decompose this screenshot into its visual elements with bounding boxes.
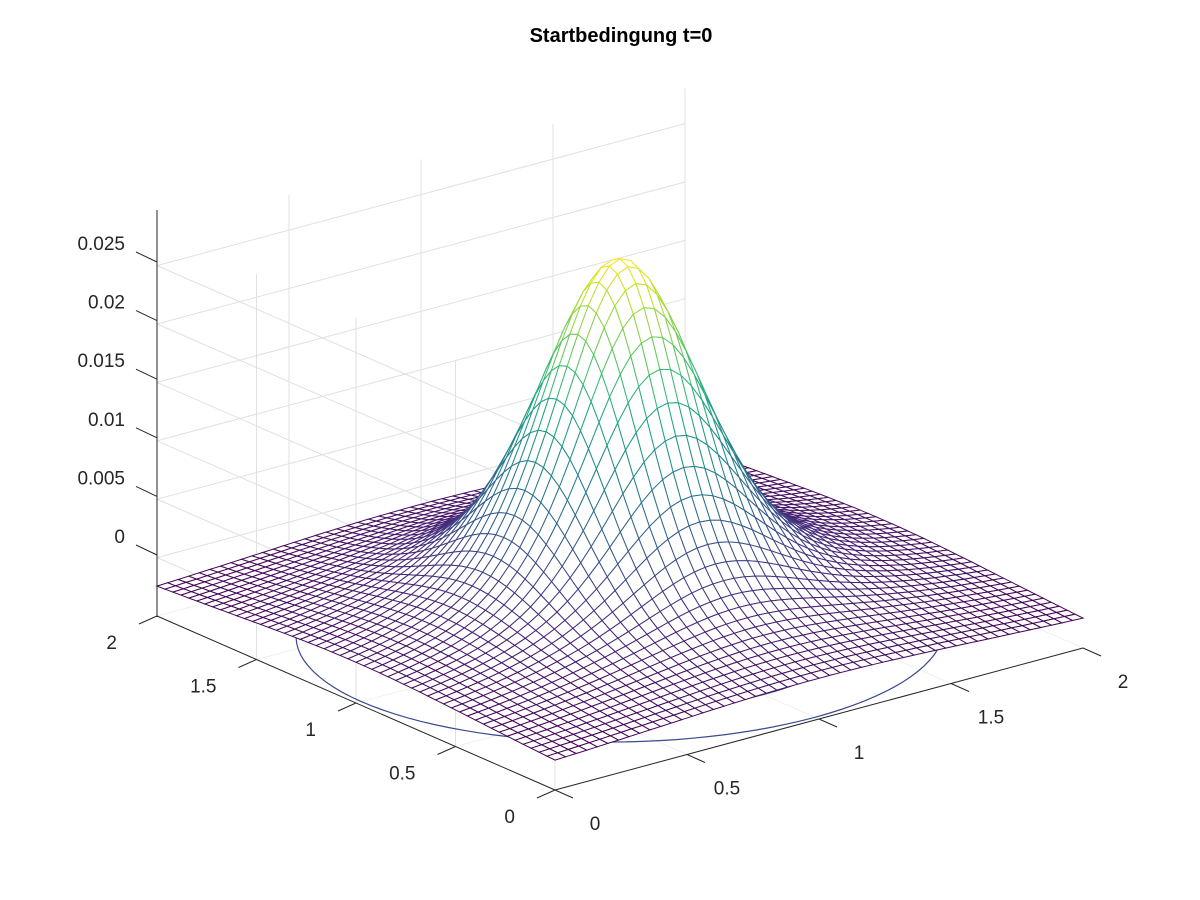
- tick-labels: 0 0.5 1 1.5 2 0 0.5 1 1.5 2 0 0.005 0.01 0.015 0.02 0.0…: [77, 234, 1128, 835]
- x-tick: [950, 683, 970, 692]
- y-tick-label: 2: [106, 633, 117, 654]
- x-tick-label: 0.5: [714, 779, 740, 800]
- x-tick-label: 0: [590, 814, 601, 835]
- x-tick: [686, 754, 706, 763]
- x-tick-label: 1: [854, 743, 865, 764]
- x-tick-label: 2: [1118, 672, 1129, 693]
- x-tick: [818, 718, 838, 728]
- z-tick-label: 0.01: [88, 410, 125, 431]
- chart-title: Startbedingung t=0: [530, 25, 713, 47]
- z-tick-label: 0: [114, 527, 125, 548]
- x-tick: [1082, 647, 1102, 657]
- z-tick: [135, 544, 158, 556]
- z-tick: [135, 485, 158, 497]
- y-tick: [437, 746, 456, 755]
- y-tick-label: 1.5: [190, 677, 216, 698]
- y-tick: [536, 789, 556, 799]
- y-tick-label: 0: [504, 807, 515, 828]
- surface-mesh: [155, 258, 1085, 761]
- z-tick: [135, 368, 158, 380]
- y-tick-label: 1: [305, 720, 316, 741]
- z-tick-label: 0.025: [77, 234, 125, 255]
- y-tick: [337, 702, 357, 712]
- x-tick-label: 1.5: [978, 708, 1004, 729]
- z-tick: [135, 310, 158, 322]
- y-tick-label: 0.5: [389, 764, 415, 785]
- mesh-cell: [545, 752, 567, 761]
- z-tick-label: 0.005: [77, 468, 125, 489]
- y-tick: [238, 659, 257, 668]
- z-tick: [135, 427, 158, 439]
- z-tick: [135, 251, 158, 263]
- x-tick: [554, 789, 574, 799]
- y-tick: [138, 615, 158, 625]
- z-tick-label: 0.015: [77, 351, 125, 372]
- z-tick-label: 0.02: [88, 293, 125, 314]
